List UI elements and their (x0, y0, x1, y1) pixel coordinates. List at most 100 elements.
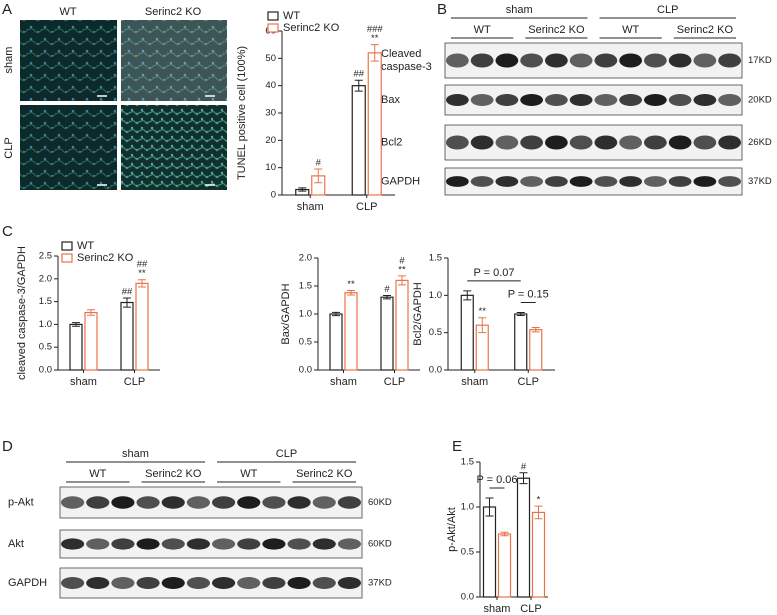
bracket-label: P = 0.07 (473, 267, 514, 279)
subgroup-label: Serinc2 KO (528, 24, 585, 36)
error-bar (383, 295, 391, 300)
error-bar (138, 279, 146, 288)
blot-band (287, 496, 311, 509)
legend-label: WT (283, 10, 300, 22)
blot-band (520, 135, 544, 150)
significance-mark: ** (138, 268, 146, 279)
x-tick-label: CLP (124, 376, 145, 388)
legend-swatch (267, 11, 279, 21)
blot-band (212, 538, 236, 550)
blot-band (470, 176, 494, 187)
bar (69, 323, 83, 371)
subgroup-label: Serinc2 KO (145, 468, 202, 480)
blot-frame (59, 486, 363, 519)
blot-band (643, 176, 667, 187)
y-tick-label: 0.5 (39, 342, 52, 353)
panel-label: B (437, 1, 447, 18)
x-tick-label: sham (297, 201, 324, 213)
blot-band (520, 176, 544, 187)
y-tick-label: 1.0 (299, 309, 312, 320)
blot-band (337, 577, 361, 589)
blot-size: 37KD (368, 578, 392, 589)
y-tick-label: 50 (265, 53, 276, 64)
blot-band (111, 496, 135, 509)
micrograph (20, 20, 117, 101)
significance-mark: ### (367, 24, 384, 35)
error-bar (485, 497, 494, 517)
y-tick-label: 1.5 (429, 253, 442, 264)
bar (135, 282, 149, 371)
blot-band (61, 577, 85, 589)
blot-band (262, 577, 286, 589)
y-tick-label: 2.5 (39, 251, 52, 262)
blot-band (594, 176, 618, 187)
blot-band (237, 577, 261, 589)
blot-row-label: Bax (381, 94, 400, 106)
blot-band (212, 577, 236, 589)
blot-row-label: Bcl2 (381, 136, 402, 148)
y-tick-label: 2.0 (299, 253, 312, 264)
y-tick-label: 20 (265, 135, 276, 146)
blot-band (262, 538, 286, 550)
panel-label: E (452, 438, 462, 455)
error-bar (298, 187, 307, 192)
blot-band (594, 94, 618, 106)
group-label: sham (506, 4, 533, 16)
blot-band (594, 135, 618, 150)
error-bar (519, 472, 528, 485)
blot-band (668, 135, 692, 150)
error-bar (347, 289, 355, 296)
blot-band (495, 53, 519, 68)
error-bar (500, 531, 509, 537)
blot-band (312, 496, 336, 509)
blot-band (495, 94, 519, 106)
y-tick-label: 1.5 (299, 281, 312, 292)
blot-frame (59, 529, 363, 559)
bar (380, 296, 394, 371)
y-tick-label: 0.0 (299, 365, 312, 376)
y-tick-label: 0.0 (429, 365, 442, 376)
blot-band (445, 53, 469, 68)
legend-swatch (267, 23, 279, 33)
blot-band (569, 53, 593, 68)
blot-band (718, 94, 742, 106)
blot-band (718, 176, 742, 187)
error-bar (463, 290, 472, 301)
blot-band (212, 496, 236, 509)
row-label: sham (3, 47, 15, 74)
bar (482, 506, 497, 598)
blot-band (693, 176, 717, 187)
significance-mark: * (537, 495, 541, 506)
blot-row-label: p-Akt (8, 496, 34, 508)
x-tick-label: CLP (356, 201, 377, 213)
blot-band (86, 538, 110, 550)
blot-band (569, 176, 593, 187)
blot-band (445, 176, 469, 187)
y-tick-label: 0.5 (461, 547, 474, 558)
significance-mark: # (399, 255, 405, 266)
blot-band (495, 135, 519, 150)
blot-band (718, 135, 742, 150)
blot-band (337, 538, 361, 550)
blot-size: 26KD (748, 137, 772, 148)
blot-band (312, 538, 336, 550)
bar (531, 511, 546, 598)
blot-band (136, 577, 160, 589)
error-bar (516, 312, 525, 316)
y-axis-title: cleaved caspase-3/GAPDH (16, 246, 28, 380)
row-label: CLP (3, 137, 15, 158)
y-tick-label: 1.5 (39, 296, 52, 307)
blot-band (693, 53, 717, 68)
blot-band (619, 135, 643, 150)
blot-size: 17KD (748, 55, 772, 66)
blot-frame (444, 167, 743, 196)
blot-row-label: caspase-3 (381, 61, 432, 73)
blot-band (668, 176, 692, 187)
legend-swatch (61, 241, 73, 251)
blot-band (445, 94, 469, 106)
blot-band (643, 94, 667, 106)
y-tick-label: 0.5 (429, 327, 442, 338)
error-bar (534, 505, 543, 520)
blot-band (619, 53, 643, 68)
